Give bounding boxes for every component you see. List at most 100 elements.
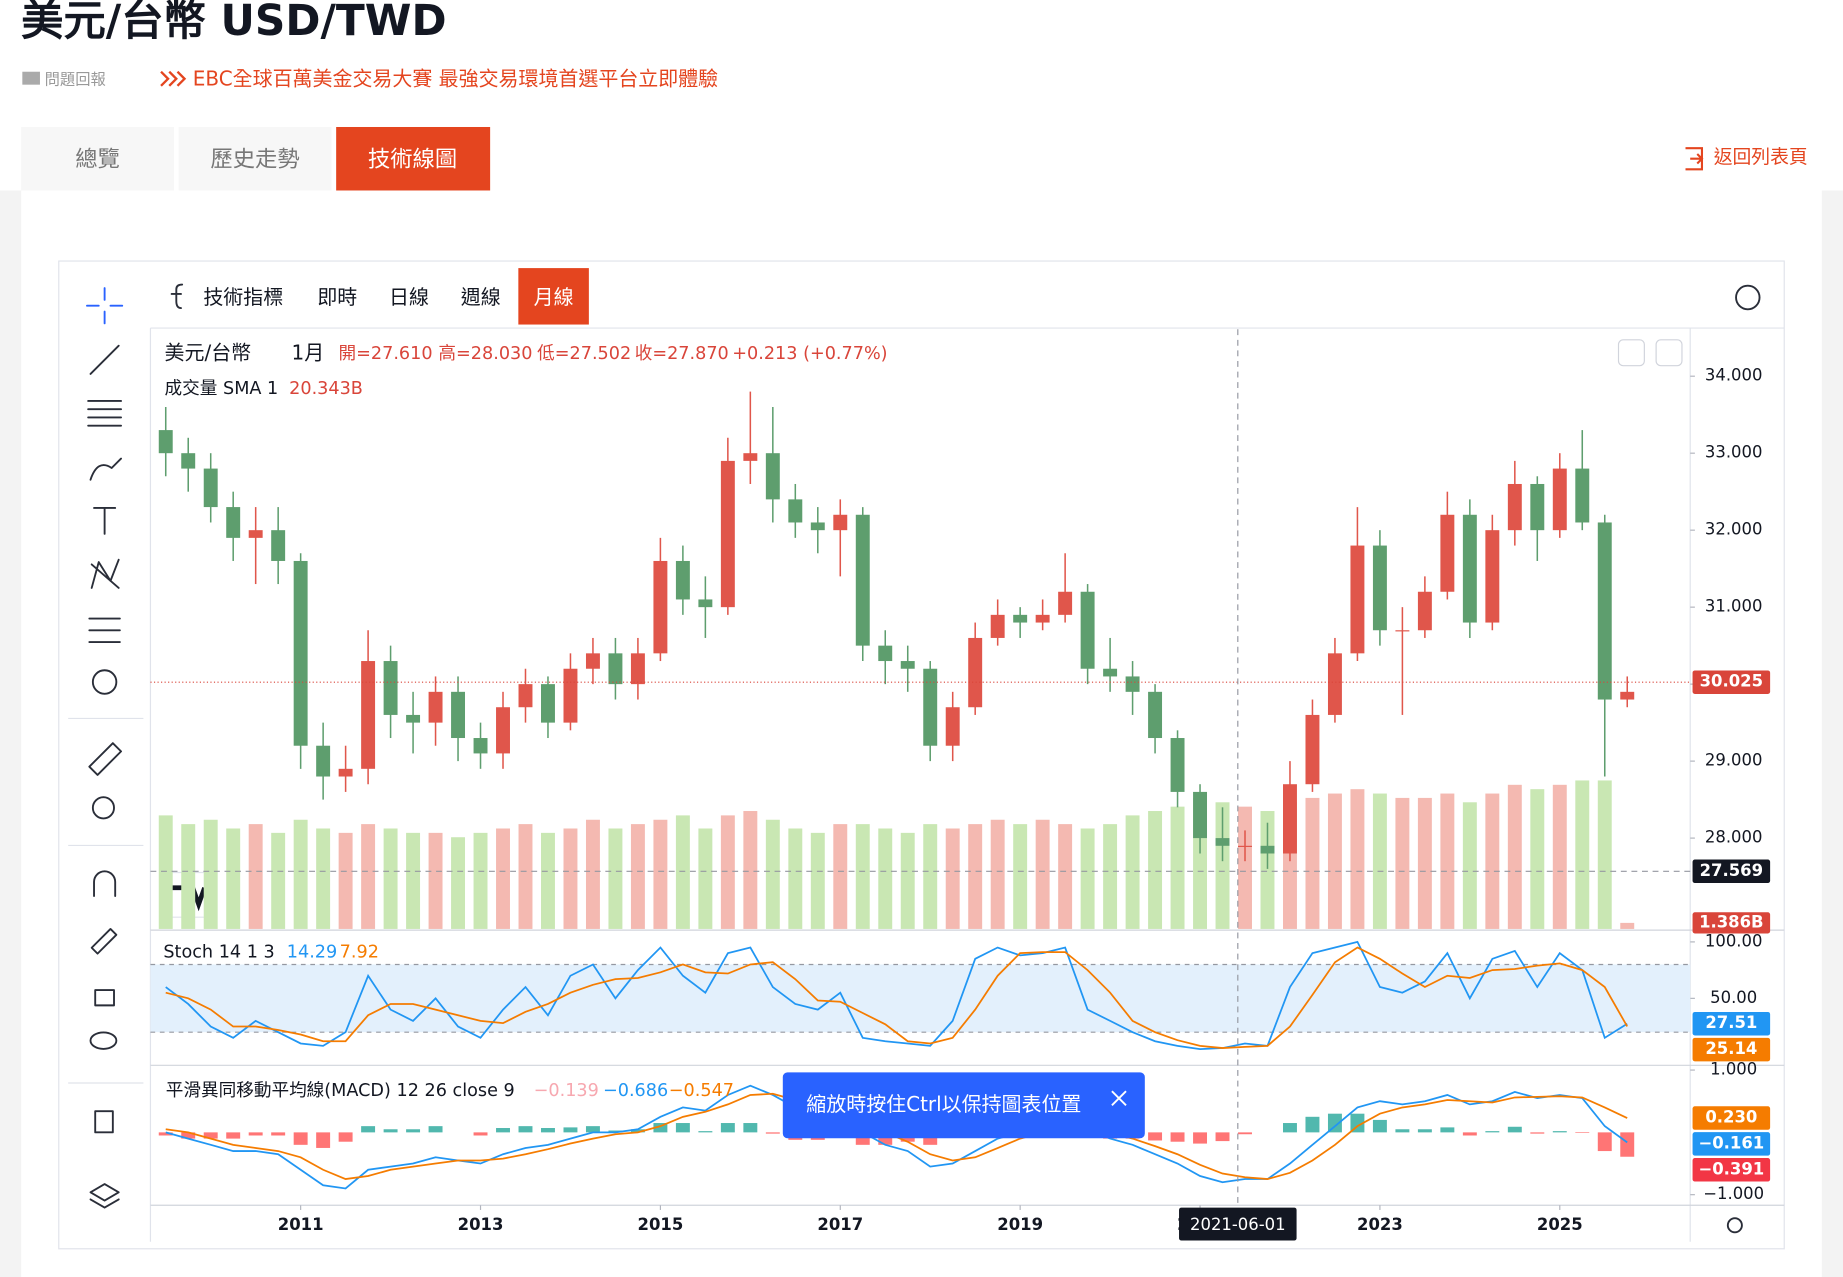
- volume-bar: [1103, 824, 1118, 929]
- macd-histogram-bar: [338, 1132, 353, 1142]
- zoom-tool[interactable]: [91, 796, 115, 820]
- magnet-tool[interactable]: [93, 870, 117, 897]
- tab[interactable]: [21, 126, 174, 191]
- candle-body: [1125, 676, 1140, 692]
- toolbar-button[interactable]: 日線: [389, 285, 429, 309]
- candle-body: [1058, 591, 1073, 615]
- macd-histogram-bar: [1507, 1126, 1522, 1133]
- candle-body: [585, 653, 600, 669]
- fullscreen-button[interactable]: [1655, 339, 1683, 367]
- volume-bar: [810, 832, 825, 929]
- candle-body: [1080, 591, 1095, 669]
- macd-histogram-bar: [765, 1132, 780, 1134]
- volume-bar: [1125, 815, 1140, 929]
- y-tick-label: 29.000: [1705, 751, 1763, 770]
- candle-body: [1507, 483, 1522, 531]
- toast-close[interactable]: [1111, 1090, 1127, 1106]
- tab-label[interactable]: 技術線圖: [368, 146, 457, 172]
- volume-bar: [1530, 789, 1545, 929]
- promo-link[interactable]: EBC全球百萬美金交易大賽 最強交易環境首選平台立即體驗: [193, 66, 718, 90]
- axis-settings[interactable]: [1726, 1217, 1743, 1234]
- x-tick-label: 2011: [278, 1215, 324, 1234]
- prediction-tool[interactable]: [88, 617, 121, 643]
- volume-bar: [1552, 784, 1567, 929]
- candle-body: [181, 453, 196, 469]
- volume-bar: [608, 828, 623, 929]
- volume-bar: [923, 824, 938, 929]
- macd-histogram-bar: [293, 1132, 308, 1145]
- fib-tool[interactable]: [87, 400, 123, 427]
- candle-body: [923, 668, 938, 746]
- macd-histogram-bar: [630, 1129, 645, 1133]
- brush-tool[interactable]: [89, 457, 123, 481]
- candle-body: [316, 745, 331, 777]
- toolbar-button[interactable]: 週線: [461, 285, 501, 309]
- candle-body: [1035, 614, 1050, 623]
- lock-draw-tool[interactable]: [90, 928, 118, 955]
- volume-bar: [1035, 819, 1050, 929]
- y-tick-label: 34.000: [1705, 366, 1763, 385]
- candle-body: [1372, 545, 1387, 631]
- toolbar-button[interactable]: 技術指標: [203, 285, 283, 309]
- back-link[interactable]: 返回列表頁: [1714, 146, 1808, 168]
- candle-body: [361, 661, 376, 769]
- volume-bar: [968, 824, 983, 929]
- macd-histogram-bar: [675, 1123, 690, 1133]
- macd-histogram-bar: [248, 1132, 263, 1136]
- macd-histogram-bar: [1327, 1113, 1342, 1133]
- macd-line: [165, 1084, 1628, 1190]
- toolbar-button[interactable]: 月線: [534, 285, 574, 309]
- pattern-tool[interactable]: [90, 558, 120, 589]
- candle-body: [338, 768, 353, 777]
- ruler-tool[interactable]: [88, 742, 123, 776]
- stoch-label: Stoch 14 1 3: [163, 942, 274, 962]
- tab-active[interactable]: [336, 126, 491, 191]
- download-button[interactable]: [1617, 339, 1645, 367]
- feedback-link[interactable]: 問題回報: [45, 70, 106, 88]
- candle-body: [293, 560, 308, 746]
- macd-histogram-bar: [1395, 1129, 1410, 1133]
- volume-bar: [473, 832, 488, 929]
- volume-bar: [496, 828, 510, 929]
- visibility-tool[interactable]: [89, 1031, 118, 1050]
- toolbar-active[interactable]: [518, 268, 589, 325]
- text-tool[interactable]: [93, 507, 117, 535]
- tab-label[interactable]: 總覽: [75, 146, 120, 172]
- crosshair-tool[interactable]: [86, 287, 124, 325]
- value-label: −0.161: [1698, 1133, 1764, 1152]
- lock-tool[interactable]: [94, 989, 115, 1007]
- macd-histogram-bar: [361, 1126, 376, 1133]
- volume-bar: [1327, 793, 1342, 929]
- volume-bar: [720, 815, 735, 929]
- trendline-tool[interactable]: [89, 344, 120, 375]
- toolbar-button[interactable]: 即時: [317, 285, 357, 309]
- emoji-tool[interactable]: [91, 669, 118, 695]
- volume-bar: [630, 824, 645, 929]
- tab-label[interactable]: 歷史走勢: [210, 146, 299, 172]
- legend-high: 高=28.030: [438, 343, 532, 364]
- macd-histogram-bar: [1372, 1119, 1387, 1133]
- volume-bar: [271, 832, 286, 929]
- volume-bar: [1485, 793, 1500, 929]
- candle-body: [990, 614, 1005, 638]
- volume-bar: [765, 819, 780, 929]
- macd-histogram-bar: [1215, 1132, 1230, 1142]
- macd-histogram-bar: [406, 1129, 421, 1133]
- volume-bar: [158, 815, 173, 929]
- layers-tool[interactable]: [89, 1183, 120, 1209]
- y-tick-label: 100.00: [1705, 931, 1763, 950]
- candle-body: [1238, 845, 1252, 847]
- macd-histogram-bar: [1193, 1132, 1208, 1144]
- x-tick-label: 2017: [817, 1215, 863, 1234]
- settings-icon[interactable]: [1735, 284, 1761, 311]
- volume-bar: [1575, 780, 1590, 929]
- macd-histogram-bar: [1238, 1132, 1252, 1135]
- macd-histogram-bar: [1620, 1132, 1635, 1157]
- macd-histogram-bar: [743, 1123, 758, 1133]
- value-label-bg: [1692, 1132, 1771, 1156]
- stoch-line: [165, 940, 1628, 1051]
- delete-tool[interactable]: [94, 1110, 114, 1134]
- tab[interactable]: [178, 126, 332, 191]
- value-label-bg: [1692, 859, 1771, 884]
- volume-bar: [1395, 797, 1410, 929]
